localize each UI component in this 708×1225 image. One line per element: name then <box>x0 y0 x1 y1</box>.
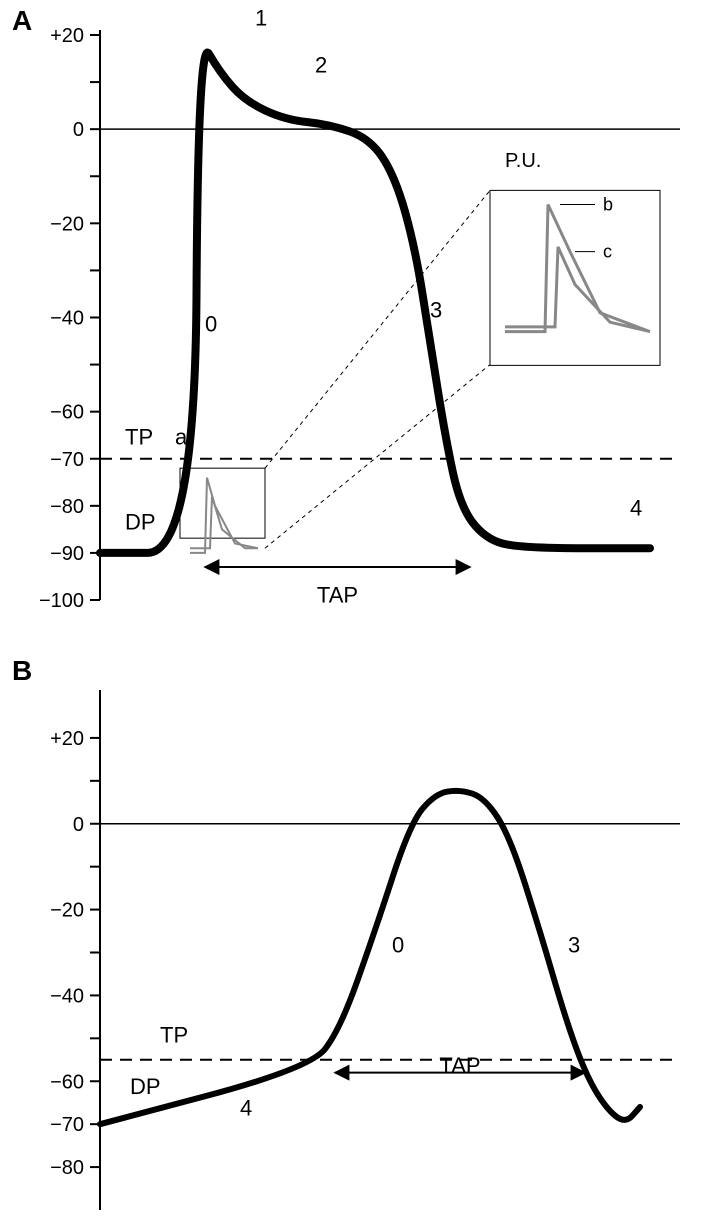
inset-sublabel: c <box>603 242 612 262</box>
phase-label: 0 <box>392 933 404 958</box>
panel-label-B: B <box>12 655 32 686</box>
y-tick-label: −60 <box>50 1071 84 1093</box>
y-tick-label: −60 <box>50 402 84 424</box>
phase-label: 0 <box>205 312 217 337</box>
phase-label: a <box>175 425 188 450</box>
y-tick-label: −40 <box>50 985 84 1007</box>
y-tick-label: −40 <box>50 308 84 330</box>
phase-label: 1 <box>255 6 267 31</box>
y-tick-label: 0 <box>73 814 84 836</box>
panel-A: +20 0 −20 −40 −60 −70 −80 −90 −100 0 1 2 3 4 a TP DP TAP P… <box>39 6 680 612</box>
y-tick-label: −20 <box>50 213 84 235</box>
y-tick-label: −70 <box>50 449 84 471</box>
phase-label: 3 <box>568 933 580 958</box>
inset-big-label: P.U. <box>505 150 541 172</box>
tap-label: TAP <box>317 582 358 607</box>
y-tick-label: −70 <box>50 1114 84 1136</box>
phase-label: 4 <box>240 1096 252 1121</box>
y-tick-label: −80 <box>50 1157 84 1179</box>
phase-label: 3 <box>430 298 442 323</box>
phase-label: 4 <box>630 495 642 520</box>
y-tick-label: −100 <box>39 590 84 612</box>
y-tick-label: −80 <box>50 496 84 518</box>
y-tick-label: +20 <box>50 25 84 47</box>
tap-label: TAP <box>439 1053 480 1078</box>
panel-B: +20 0 −20 −40 −60 −70 −80 4 0 3 TP DP TAP <box>50 690 680 1210</box>
text-label: DP <box>125 509 156 534</box>
inset-big-box <box>490 190 660 365</box>
y-tick-label: 0 <box>73 119 84 141</box>
y-tick-label: −20 <box>50 900 84 922</box>
phase-label: 2 <box>315 53 327 78</box>
inset-small-curve <box>190 478 258 553</box>
text-label: DP <box>130 1074 161 1099</box>
ap-curve <box>100 791 640 1124</box>
inset-sublabel: b <box>603 195 613 215</box>
y-tick-label: +20 <box>50 728 84 750</box>
text-label: TP <box>160 1023 188 1048</box>
connector-line <box>265 190 490 468</box>
y-tick-label: −90 <box>50 543 84 565</box>
connector-line <box>265 365 490 549</box>
text-label: TP <box>125 425 153 450</box>
panel-label-A: A <box>12 5 32 36</box>
